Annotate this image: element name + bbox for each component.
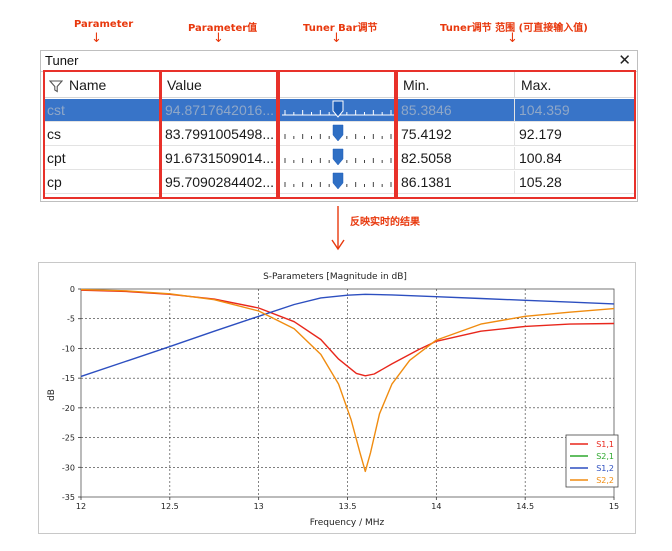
column-header-slider [279, 72, 397, 98]
annotation-arrow-parameter: ↓ [91, 31, 102, 46]
annotation-arrow-value: ↓ [213, 31, 224, 46]
y-tick-label: 0 [70, 285, 75, 294]
x-axis-label: Frequency / MHz [310, 518, 385, 528]
slider-track[interactable] [279, 123, 397, 146]
s-parameter-chart-frame: S-Parameters [Magnitude in dB] Frequency… [38, 262, 636, 534]
plot-layer: 12 12.5 13 13.5 14 14.5 15 0 -5 -10 -15 -20 -25 -30 -3… [62, 285, 619, 511]
s-parameter-chart: S-Parameters [Magnitude in dB] Frequency… [47, 272, 619, 528]
filter-icon[interactable] [48, 79, 64, 93]
legend-entry: S2,2 [596, 476, 614, 485]
y-tick-label: -15 [62, 374, 75, 383]
row-slider[interactable] [279, 99, 397, 122]
slider-track[interactable] [279, 147, 397, 170]
column-header-name[interactable]: Name [43, 72, 161, 98]
row-name-cell[interactable]: cst [43, 99, 161, 122]
row-value-field[interactable]: 94.8717642016... [161, 99, 279, 122]
y-tick-label: -5 [67, 315, 75, 324]
tuner-title: Tuner [45, 53, 79, 68]
row-min-field[interactable]: 82.5058 [397, 147, 515, 170]
x-tick-label: 13.5 [339, 502, 357, 511]
row-name-cell[interactable]: cpt [43, 147, 161, 170]
y-tick-label: -30 [62, 463, 75, 472]
slider-handle[interactable] [332, 124, 344, 142]
row-value-field[interactable]: 91.6731509014... [161, 147, 279, 170]
series-line-S1-2 [80, 293, 615, 378]
chart-title: S-Parameters [Magnitude in dB] [263, 272, 407, 282]
legend-entry: S2,1 [596, 452, 614, 461]
row-max-field[interactable]: 100.84 [515, 147, 635, 170]
slider-track[interactable] [279, 171, 397, 194]
y-tick-label: -20 [62, 404, 75, 413]
row-slider[interactable] [279, 171, 397, 194]
row-value-field[interactable]: 83.7991005498... [161, 123, 279, 146]
column-header-value[interactable]: Value [161, 72, 279, 98]
row-min-field[interactable]: 85.3846 [397, 99, 515, 122]
close-icon: ✕ [618, 51, 631, 69]
slider-track[interactable] [279, 99, 397, 122]
y-tick-label: -35 [62, 493, 75, 502]
row-slider[interactable] [279, 147, 397, 170]
row-max-field[interactable]: 104.359 [515, 99, 635, 122]
legend-entry: S1,2 [596, 464, 614, 473]
annotation-tuner-range: Tuner调节 范围 (可直接输入值) [440, 23, 588, 34]
row-min-field[interactable]: 86.1381 [397, 171, 515, 194]
row-max-field[interactable]: 92.179 [515, 123, 635, 146]
legend-entry: S1,1 [596, 440, 614, 449]
annotation-result: 反映实时的结果 [350, 217, 420, 228]
column-header-min[interactable]: Min. [397, 72, 515, 98]
slider-handle[interactable] [332, 100, 344, 118]
annotation-arrow-range: ↓ [507, 31, 518, 46]
row-name-cell[interactable]: cp [43, 171, 161, 194]
slider-handle[interactable] [332, 172, 344, 190]
annotation-arrow-tuner-bar: ↓ [331, 31, 342, 46]
y-tick-label: -25 [62, 434, 75, 443]
row-name-cell[interactable]: cs [43, 123, 161, 146]
annotation-parameter-value: Parameter值 [188, 23, 258, 34]
x-tick-label: 12 [76, 502, 86, 511]
y-axis-label: dB [47, 389, 57, 401]
column-header-max[interactable]: Max. [515, 72, 635, 98]
x-tick-label: 15 [609, 502, 619, 511]
x-tick-label: 14 [431, 502, 441, 511]
row-slider[interactable] [279, 123, 397, 146]
tuner-title-bar: Tuner ✕ [41, 51, 637, 72]
y-tick-label: -10 [62, 344, 75, 353]
tuner-panel: Tuner ✕ Name Value Min. Max. cst 94.87176… [40, 50, 638, 202]
series-line-S2-2 [80, 288, 615, 473]
annotation-tuner-bar: Tuner Bar调节 [303, 23, 378, 34]
row-min-field[interactable]: 75.4192 [397, 123, 515, 146]
slider-handle[interactable] [332, 148, 344, 166]
x-tick-label: 14.5 [516, 502, 534, 511]
x-tick-label: 13 [254, 502, 264, 511]
down-arrow-icon [331, 206, 345, 251]
row-max-field[interactable]: 105.28 [515, 171, 635, 194]
close-button[interactable]: ✕ [618, 51, 631, 69]
column-header-name-label: Name [69, 77, 107, 93]
row-value-field[interactable]: 95.7090284402... [161, 171, 279, 194]
x-tick-label: 12.5 [161, 502, 179, 511]
annotation-parameter: Parameter [74, 19, 134, 30]
